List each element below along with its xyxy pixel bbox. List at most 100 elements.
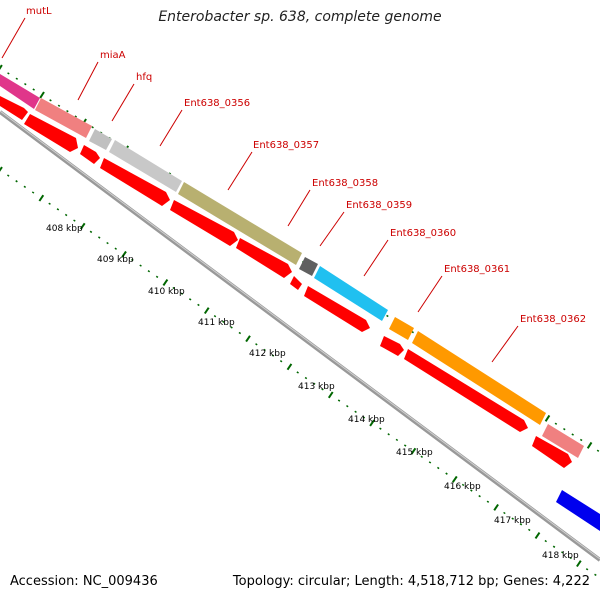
minor-tick <box>486 500 490 503</box>
major-tick <box>451 475 458 483</box>
minor-tick <box>172 286 175 290</box>
gene-label[interactable]: Ent638_0361 <box>444 264 510 275</box>
minor-tick <box>519 523 523 526</box>
cds-arrow[interactable] <box>170 200 238 246</box>
cds-arrow[interactable] <box>380 336 404 356</box>
minor-tick <box>230 326 233 329</box>
gene-label[interactable]: Ent638_0357 <box>253 140 319 151</box>
gene-hfq[interactable] <box>89 129 112 150</box>
tick-label: 412 kbp <box>249 349 286 359</box>
minor-tick <box>569 556 572 560</box>
tick-label: 418 kbp <box>542 551 579 561</box>
minor-tick <box>563 427 566 431</box>
backbone-line <box>0 110 600 562</box>
minor-tick <box>296 371 299 374</box>
minor-tick <box>461 483 465 487</box>
accession-text: Accession: NC_009436 <box>10 574 158 589</box>
minor-tick <box>213 315 217 318</box>
minor-tick <box>478 494 481 498</box>
gene-Ent638_0359[interactable] <box>314 266 388 321</box>
gene-Ent638_0360[interactable] <box>389 317 414 340</box>
minor-tick <box>147 269 151 273</box>
cds-arrow[interactable] <box>0 96 28 120</box>
gene-track-outer <box>0 74 584 458</box>
minor-tick <box>511 517 514 520</box>
minor-tick <box>346 405 349 408</box>
backbone-line-highlight <box>0 110 600 560</box>
gene-label[interactable]: Ent638_0362 <box>520 314 586 325</box>
minor-tick <box>552 545 556 548</box>
gene-label[interactable]: mutL <box>26 6 52 17</box>
gene-Ent638_0362[interactable] <box>542 424 584 458</box>
minor-tick <box>395 438 399 442</box>
gene-reverse-blue[interactable] <box>556 490 600 531</box>
minor-tick <box>403 444 407 447</box>
minor-tick <box>321 388 324 391</box>
gene-Ent638_0356[interactable] <box>109 140 182 192</box>
gene-miaA[interactable] <box>35 98 92 138</box>
minor-tick <box>106 241 109 245</box>
minor-tick <box>428 461 432 464</box>
gene-label-group: mutL miaA hfq Ent638_0356 Ent638_0357 En… <box>26 6 586 325</box>
tick-label: 409 kbp <box>97 255 134 265</box>
gene-label[interactable]: miaA <box>100 50 126 61</box>
minor-tick <box>73 219 76 222</box>
minor-tick <box>23 185 27 189</box>
major-tick <box>586 441 593 449</box>
major-tick <box>369 419 375 427</box>
minor-tick <box>337 399 341 402</box>
major-tick <box>544 414 551 422</box>
tick-label: 414 kbp <box>348 415 385 425</box>
major-tick <box>203 307 210 315</box>
major-tick <box>410 447 417 455</box>
major-tick <box>245 335 251 343</box>
gene-mutL[interactable] <box>0 74 40 109</box>
cds-arrow[interactable] <box>100 158 170 206</box>
minor-tick <box>544 539 548 543</box>
minor-tick <box>32 88 35 91</box>
tick-label: 417 kbp <box>494 516 531 526</box>
gene-label[interactable]: Ent638_0356 <box>184 98 250 109</box>
cds-arrow[interactable] <box>236 238 292 278</box>
minor-tick <box>304 376 308 380</box>
minor-tick <box>585 568 589 571</box>
minor-tick <box>66 109 69 113</box>
cds-arrow[interactable] <box>80 145 100 164</box>
gene-label[interactable]: Ent638_0358 <box>312 178 378 189</box>
major-tick <box>0 64 3 70</box>
gene-Ent638_0358[interactable] <box>299 257 318 276</box>
minor-tick <box>386 314 389 318</box>
minor-tick <box>197 303 200 307</box>
minor-tick <box>139 264 142 267</box>
minor-tick <box>387 433 390 436</box>
minor-tick <box>222 320 225 323</box>
minor-tick <box>64 213 68 217</box>
major-tick <box>39 91 45 99</box>
genome-stats-text: Topology: circular; Length: 4,518,712 bp… <box>232 574 590 589</box>
gene-label[interactable]: Ent638_0359 <box>346 200 412 211</box>
gene-label[interactable]: hfq <box>136 72 152 83</box>
gene-Ent638_0361[interactable] <box>412 331 546 425</box>
cds-arrow[interactable] <box>24 114 78 152</box>
cds-track <box>0 96 572 468</box>
tick-label: 413 kbp <box>298 382 335 392</box>
minor-tick <box>571 433 574 436</box>
gene-label[interactable]: Ent638_0360 <box>390 228 456 239</box>
cds-arrow[interactable] <box>404 349 528 432</box>
gene-Ent638_0357[interactable] <box>178 182 302 265</box>
minor-tick <box>49 99 52 102</box>
minor-tick <box>436 466 440 470</box>
tick-label: 408 kbp <box>46 224 83 234</box>
major-tick <box>79 222 86 230</box>
minor-tick <box>470 489 473 492</box>
minor-tick <box>114 247 117 250</box>
minor-tick <box>354 410 357 413</box>
major-tick <box>162 279 169 286</box>
minor-tick <box>313 382 316 385</box>
cds-arrow[interactable] <box>290 276 302 290</box>
cds-arrow[interactable] <box>532 436 572 468</box>
minor-tick <box>503 511 506 515</box>
tick-label: 415 kbp <box>396 448 433 458</box>
cds-arrow[interactable] <box>304 286 370 332</box>
